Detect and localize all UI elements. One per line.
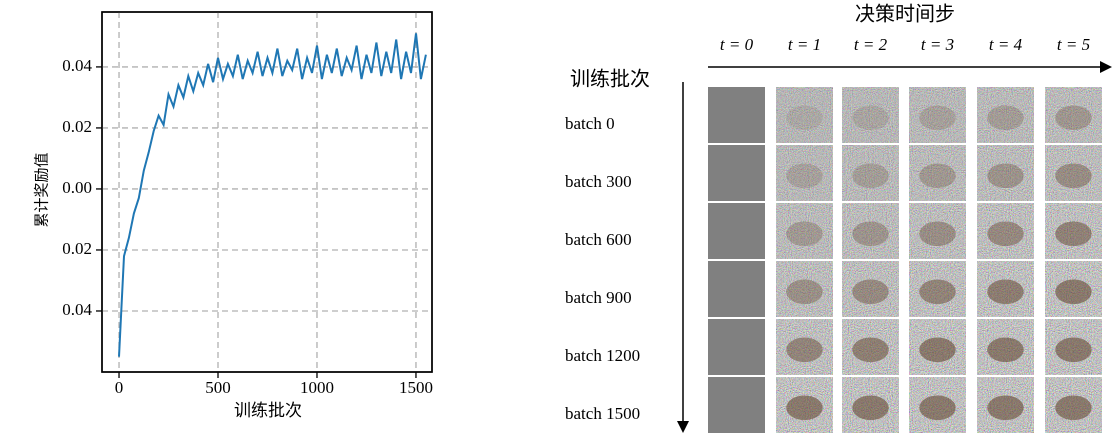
x-tick-label: 500: [205, 378, 231, 397]
column-label: t = 2: [854, 35, 888, 54]
image-overlay: [842, 145, 899, 201]
image-tile: [708, 377, 765, 433]
image-overlay: [1045, 145, 1102, 201]
image-tile: [708, 203, 765, 259]
figure: 训练批次 累计奖励值 决策时间步 训练批次 0.04 0.02 0.00 0.02 0.…: [0, 0, 1113, 434]
x-tick-label: 0: [115, 378, 124, 397]
row-label: batch 300: [565, 172, 632, 191]
image-overlay: [909, 319, 966, 375]
image-overlay: [977, 319, 1034, 375]
column-label: t = 3: [921, 35, 954, 54]
column-label: t = 4: [989, 35, 1023, 54]
column-label: t = 1: [788, 35, 821, 54]
image-overlay: [909, 203, 966, 259]
image-overlay: [909, 145, 966, 201]
row-label: batch 1500: [565, 404, 640, 423]
image-overlay: [977, 87, 1034, 143]
image-overlay: [776, 87, 833, 143]
column-label: t = 5: [1057, 35, 1090, 54]
image-tile: [708, 87, 765, 143]
x-tick-label: 1000: [300, 378, 334, 397]
image-tile: [708, 145, 765, 201]
image-overlay: [1045, 203, 1102, 259]
image-tile: [708, 319, 765, 375]
image-overlay: [842, 203, 899, 259]
image-overlay: [842, 377, 899, 433]
grid-title: 决策时间步: [855, 2, 955, 26]
image-tile: [708, 261, 765, 317]
image-overlay: [776, 203, 833, 259]
image-overlay: [909, 87, 966, 143]
image-overlay: [1045, 377, 1102, 433]
row-label: batch 900: [565, 288, 632, 307]
time-arrow-head: [1100, 61, 1112, 73]
image-overlay: [776, 377, 833, 433]
y-tick-label: 0.02: [62, 239, 92, 258]
x-axis-label: 训练批次: [234, 401, 302, 421]
image-overlay: [776, 145, 833, 201]
image-overlay: [977, 145, 1034, 201]
image-overlay: [909, 261, 966, 317]
row-label: batch 600: [565, 230, 632, 249]
image-overlay: [1045, 261, 1102, 317]
row-axis-label: 训练批次: [570, 67, 650, 91]
image-overlay: [842, 87, 899, 143]
y-tick-label: 0.04: [62, 300, 92, 319]
image-overlay: [977, 377, 1034, 433]
y-tick-label: 0.04: [62, 56, 92, 75]
image-overlay: [776, 319, 833, 375]
image-overlay: [977, 203, 1034, 259]
y-tick-label: 0.02: [62, 117, 92, 136]
column-label: t = 0: [720, 35, 754, 54]
image-overlay: [1045, 87, 1102, 143]
y-axis-label: 累计奖励值: [33, 152, 51, 227]
image-overlay: [1045, 319, 1102, 375]
image-overlay: [842, 319, 899, 375]
batch-arrow-head: [677, 421, 689, 433]
image-overlay: [909, 377, 966, 433]
x-tick-label: 1500: [399, 378, 433, 397]
image-overlay: [977, 261, 1034, 317]
image-overlay: [842, 261, 899, 317]
row-label: batch 1200: [565, 346, 640, 365]
row-label: batch 0: [565, 114, 615, 133]
image-overlay: [776, 261, 833, 317]
y-tick-label: 0.00: [62, 178, 92, 197]
reward-line: [119, 33, 426, 356]
